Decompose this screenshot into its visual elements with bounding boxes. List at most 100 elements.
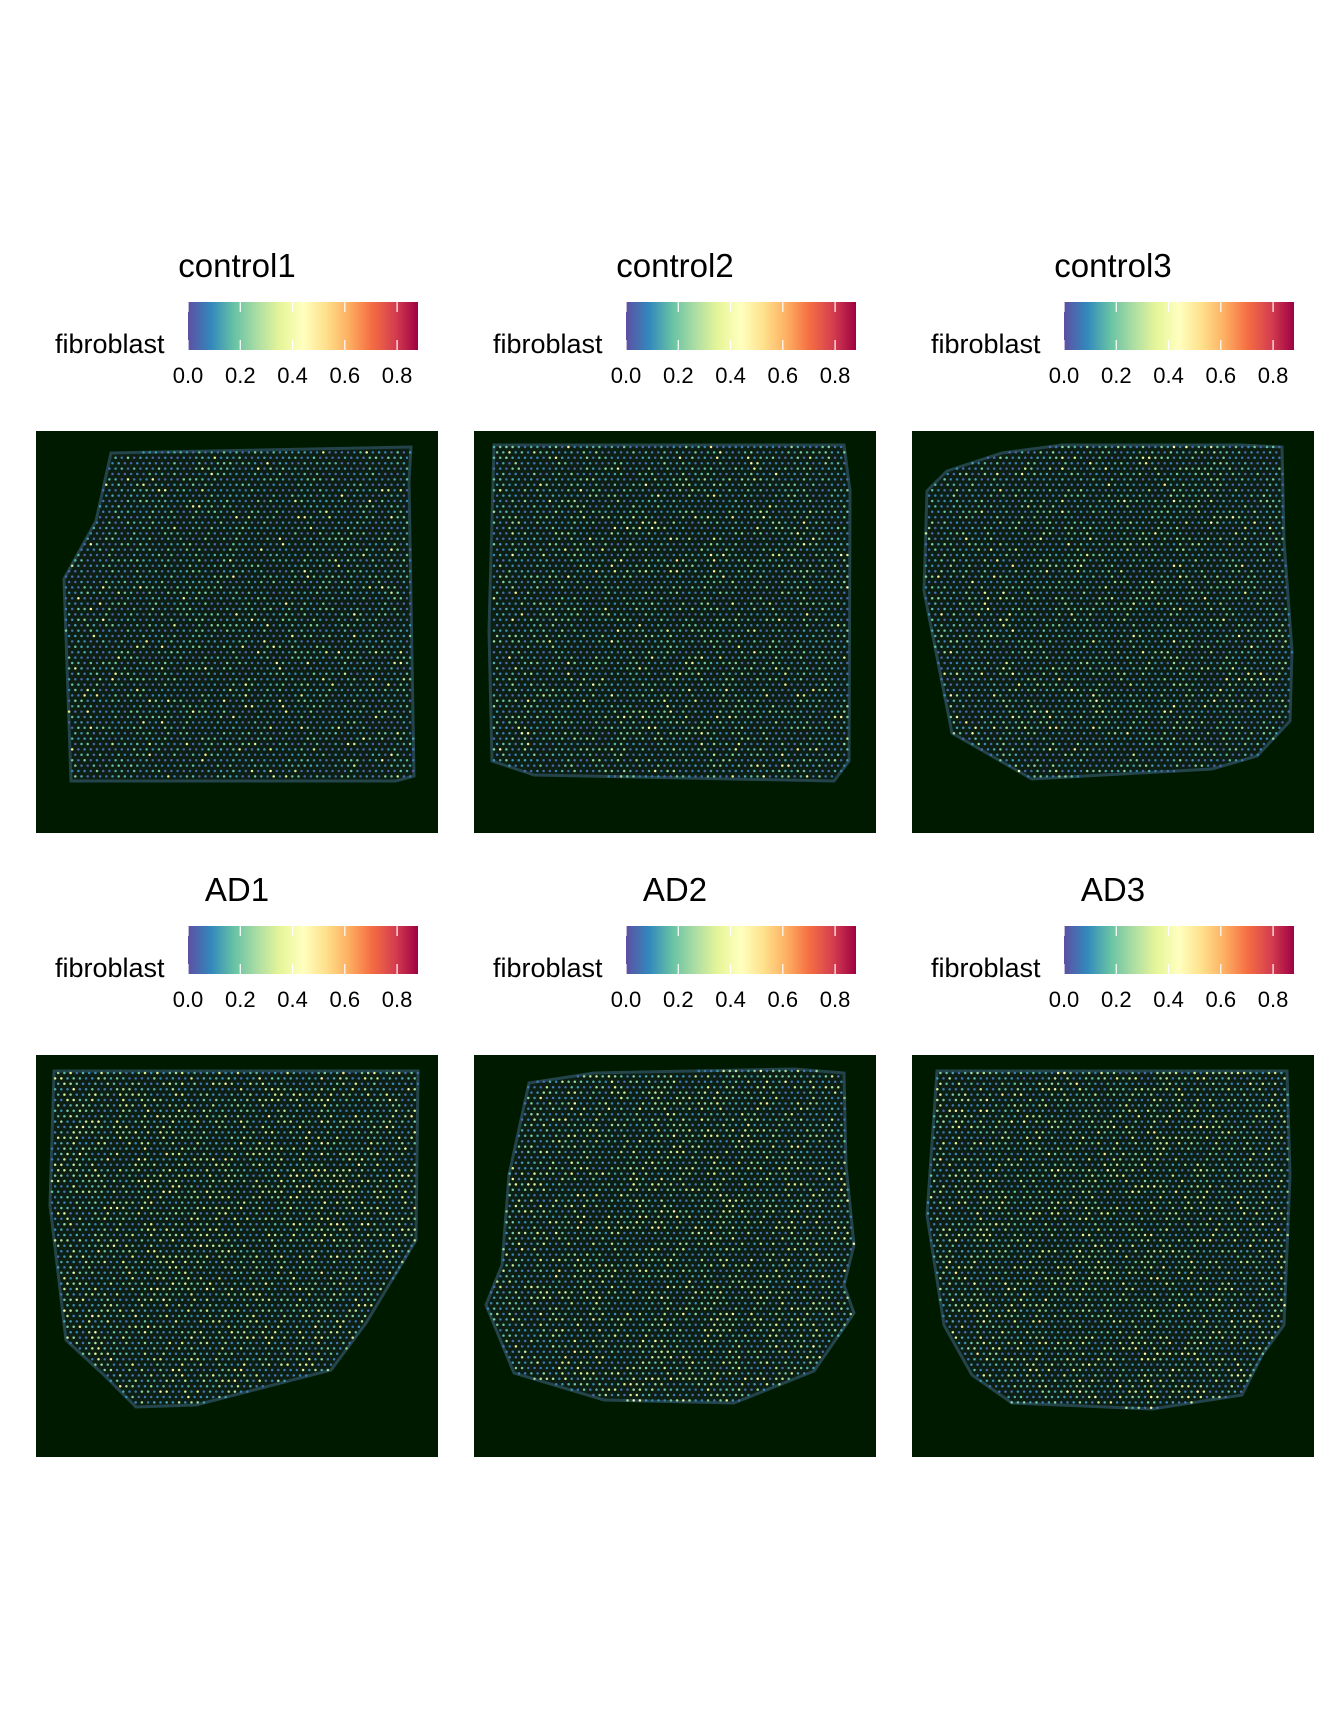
spot	[753, 564, 756, 568]
spot	[570, 526, 573, 530]
spot	[331, 456, 334, 460]
spot	[576, 451, 579, 454]
spot	[170, 553, 173, 557]
spot	[839, 488, 843, 492]
spot	[340, 753, 344, 757]
spot	[303, 580, 306, 584]
spot	[824, 569, 827, 573]
spot	[712, 537, 716, 541]
spot	[626, 515, 629, 519]
spot	[117, 753, 120, 757]
spot	[105, 494, 108, 497]
spot	[408, 623, 412, 627]
spot	[650, 591, 654, 595]
spot	[108, 564, 111, 568]
spot	[92, 677, 96, 681]
spot	[802, 499, 806, 503]
spot	[619, 505, 623, 508]
spot	[77, 758, 80, 762]
spot	[111, 526, 114, 530]
spot	[644, 494, 648, 497]
spot	[89, 575, 93, 578]
spot	[784, 542, 787, 546]
spot	[362, 726, 365, 730]
spot	[377, 494, 381, 497]
spot	[781, 569, 784, 573]
spot	[595, 472, 598, 476]
spot	[70, 629, 74, 632]
spot	[269, 683, 272, 686]
spot	[170, 661, 173, 665]
spot	[796, 575, 800, 578]
spot	[83, 715, 86, 719]
spot	[250, 596, 254, 600]
spot	[384, 721, 387, 724]
spot	[163, 640, 167, 643]
spot	[675, 526, 679, 530]
spot	[256, 499, 260, 503]
spot	[263, 488, 266, 492]
spot	[595, 526, 598, 530]
spot	[318, 618, 322, 622]
spot	[179, 505, 182, 508]
spot	[222, 526, 226, 530]
spot	[753, 521, 756, 524]
spot	[554, 478, 558, 481]
spot	[287, 586, 291, 589]
spot	[508, 451, 511, 454]
spot	[67, 580, 71, 584]
spot	[768, 591, 772, 595]
spot	[548, 553, 552, 557]
spot	[241, 710, 244, 713]
spot	[495, 451, 499, 454]
spot	[672, 532, 676, 535]
spot	[176, 629, 179, 632]
spot	[123, 483, 127, 487]
spot	[89, 553, 93, 557]
spot	[176, 607, 179, 611]
spot	[74, 580, 77, 584]
spot	[384, 634, 387, 638]
spot	[244, 650, 248, 654]
spot	[126, 542, 130, 546]
spot	[163, 661, 167, 665]
spot	[346, 753, 350, 757]
spot	[362, 618, 365, 622]
spot	[529, 542, 533, 546]
spot	[511, 542, 514, 546]
spot	[715, 488, 719, 492]
spot	[626, 537, 629, 541]
spot	[799, 505, 803, 508]
spot	[805, 461, 809, 465]
spot	[176, 683, 179, 686]
spot	[564, 526, 567, 530]
spot	[666, 510, 669, 514]
spot	[129, 526, 133, 530]
spot	[151, 532, 155, 535]
spot	[191, 742, 195, 746]
spot	[309, 494, 313, 497]
spot	[356, 532, 359, 535]
spot	[253, 569, 257, 573]
spot	[517, 586, 521, 589]
spot	[201, 650, 204, 654]
spot	[601, 591, 604, 595]
spot	[365, 526, 368, 530]
spot	[604, 478, 607, 481]
spot	[297, 537, 300, 541]
spot	[771, 586, 775, 589]
spot	[380, 456, 384, 460]
spot	[98, 526, 102, 530]
spot	[170, 737, 173, 740]
spot	[222, 731, 226, 735]
spot	[250, 650, 254, 654]
spot	[173, 472, 176, 476]
spot	[201, 596, 204, 600]
spot	[154, 537, 158, 541]
spot	[160, 548, 164, 551]
spot	[284, 710, 288, 713]
spot	[86, 699, 89, 703]
spot	[148, 461, 151, 465]
spot	[179, 667, 182, 670]
spot	[269, 607, 272, 611]
